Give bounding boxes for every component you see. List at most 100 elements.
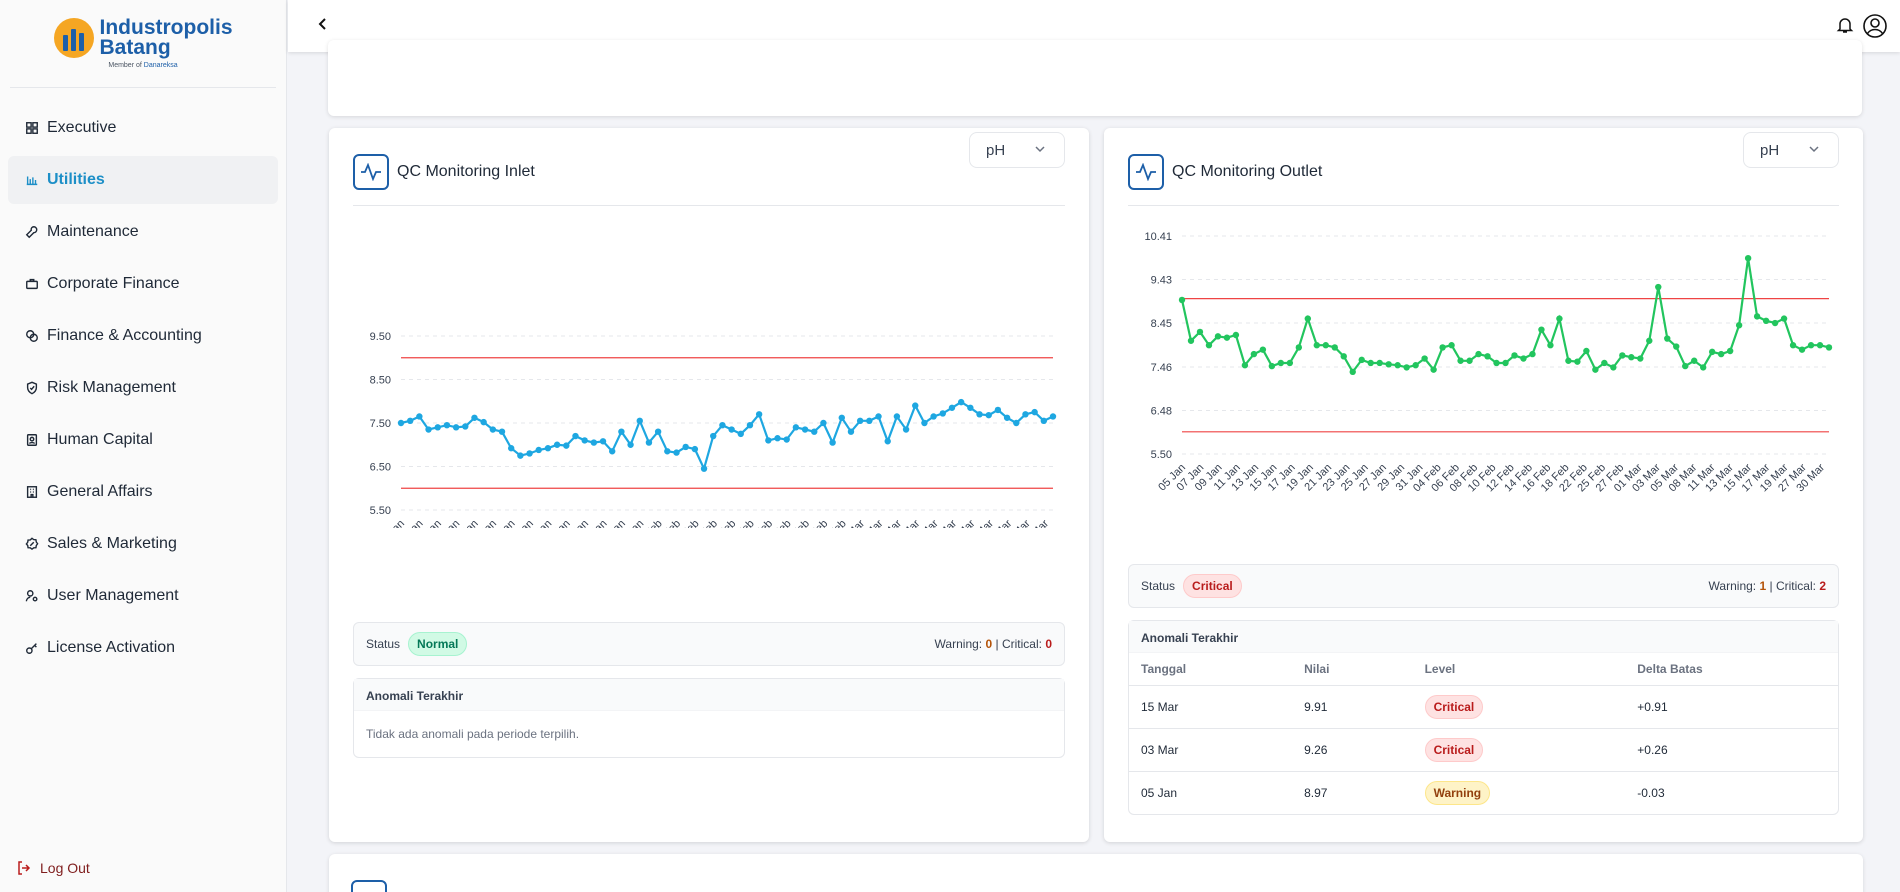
data-point: [1646, 337, 1653, 344]
status-bar: Status Normal Warning: 0 | Critical: 0: [353, 622, 1065, 666]
cell-tanggal: 03 Mar: [1129, 728, 1293, 772]
data-point: [856, 417, 864, 425]
column-header: Nilai: [1292, 653, 1413, 686]
anomaly-panel: Anomali Terakhir Tanggal Nilai Level Delta …: [1128, 620, 1839, 815]
data-point: [1304, 315, 1312, 322]
sidebar-item-finance-accounting[interactable]: Finance & Accounting: [8, 312, 278, 360]
sidebar-item-human-capital[interactable]: Human Capital: [8, 416, 278, 464]
data-point: [507, 445, 515, 452]
data-point: [1003, 414, 1011, 421]
qc-inlet-card: QC Monitoring Inlet pH 5.50 6.50 7.50 8.50 9…: [329, 128, 1089, 842]
collapse-sidebar-button[interactable]: [316, 14, 330, 37]
member-name: Danareksa: [143, 62, 178, 69]
sidebar-item-general-affairs[interactable]: General Affairs: [8, 468, 278, 516]
y-tick-label: 6.48: [1151, 405, 1172, 417]
data-point: [1538, 326, 1545, 333]
data-point: [1691, 357, 1698, 364]
brand-member: Member of Danareksa: [108, 62, 177, 69]
data-point: [1493, 359, 1500, 367]
x-tick-label: 05 Jan: [375, 518, 407, 528]
data-point: [1547, 342, 1554, 349]
status-label: Status: [1141, 579, 1176, 593]
data-point: [1340, 353, 1347, 360]
anomaly-table-body: 15 Mar 9.91 Critical +0.91 03 Mar 9.26 Critica…: [1129, 685, 1838, 814]
bell-icon: [1836, 18, 1854, 33]
data-point: [1421, 355, 1428, 362]
data-point: [498, 428, 506, 435]
data-point: [976, 411, 983, 418]
data-point: [1628, 354, 1635, 361]
data-point: [618, 428, 625, 435]
sidebar-item-sales-marketing[interactable]: Sales & Marketing: [8, 520, 278, 568]
data-point: [1013, 419, 1020, 427]
activity-icon: [353, 153, 389, 190]
cell-level: Warning: [1413, 771, 1626, 814]
sidebar-item-corporate-finance[interactable]: Corporate Finance: [8, 260, 278, 308]
data-point: [1511, 352, 1518, 359]
data-point: [765, 437, 772, 444]
user-cog-icon: [24, 588, 40, 604]
series-line: [1180, 258, 1830, 374]
data-point: [710, 432, 717, 440]
data-point: [1385, 361, 1392, 368]
data-point: [1295, 344, 1303, 351]
brand-name-line1: Industropolis: [99, 16, 233, 39]
data-point: [1619, 352, 1626, 359]
sidebar-item-license-activation[interactable]: License Activation: [8, 624, 278, 672]
logout-button[interactable]: Log Out: [16, 860, 90, 876]
data-point: [1816, 342, 1824, 349]
data-point: [820, 419, 827, 427]
data-point: [1331, 344, 1338, 351]
data-point: [783, 436, 790, 443]
sidebar-item-label: Corporate Finance: [47, 275, 180, 292]
sidebar-item-user-management[interactable]: User Management: [8, 572, 278, 620]
brand-logo[interactable]: Industropolis Batang Member of Danareksa: [10, 0, 276, 88]
building-icon: [24, 484, 40, 500]
data-point: [654, 428, 662, 435]
data-point: [1394, 362, 1401, 369]
data-point: [1708, 348, 1716, 356]
data-point: [443, 421, 451, 429]
data-point: [471, 414, 478, 421]
data-point: [1286, 359, 1294, 367]
data-point: [590, 439, 598, 446]
data-point: [737, 430, 744, 438]
data-point: [489, 426, 497, 433]
sidebar-item-risk-management[interactable]: Risk Management: [8, 364, 278, 412]
data-point: [1682, 362, 1689, 370]
data-point: [599, 438, 607, 445]
user-circle-icon: [1863, 14, 1887, 38]
y-tick-label: 9.50: [370, 331, 391, 343]
data-point: [801, 426, 809, 433]
sidebar-item-label: User Management: [47, 587, 179, 604]
level-badge: Critical: [1424, 737, 1484, 762]
y-tick-label: 5.50: [1151, 449, 1172, 461]
data-point: [1574, 358, 1581, 365]
cell-level: Critical: [1412, 728, 1626, 772]
notifications-button[interactable]: [1836, 16, 1854, 39]
data-point: [1232, 331, 1240, 339]
y-tick-label: 8.50: [370, 375, 391, 387]
sidebar-item-executive[interactable]: Executive: [8, 104, 278, 152]
parameter-select[interactable]: pH: [1743, 132, 1839, 168]
dashboard-icon: [24, 120, 40, 136]
cell-nilai: 8.97: [1304, 785, 1328, 800]
table-row[interactable]: 03 Mar 9.26 Critical +0.26: [1129, 728, 1838, 772]
table-row[interactable]: 15 Mar 9.91 Critical +0.91: [1129, 685, 1838, 729]
coins-icon: [24, 328, 40, 344]
sidebar-item-maintenance[interactable]: Maintenance: [8, 208, 278, 256]
table-row[interactable]: 05 Jan 8.97 Warning -0.03: [1129, 771, 1838, 814]
parameter-select[interactable]: pH: [969, 132, 1065, 168]
user-profile-button[interactable]: [1862, 13, 1888, 44]
data-point: [452, 424, 460, 431]
data-point: [1592, 366, 1599, 373]
data-point: [957, 398, 965, 406]
data-point: [526, 450, 533, 457]
cell-tanggal: 05 Jan: [1141, 785, 1178, 800]
data-point: [1475, 350, 1482, 358]
data-point: [1430, 366, 1437, 373]
member-prefix: Member of: [108, 62, 142, 69]
warning-count: 1: [1759, 579, 1767, 593]
data-point: [1825, 344, 1833, 351]
sidebar-item-utilities[interactable]: Utilities: [8, 156, 278, 204]
